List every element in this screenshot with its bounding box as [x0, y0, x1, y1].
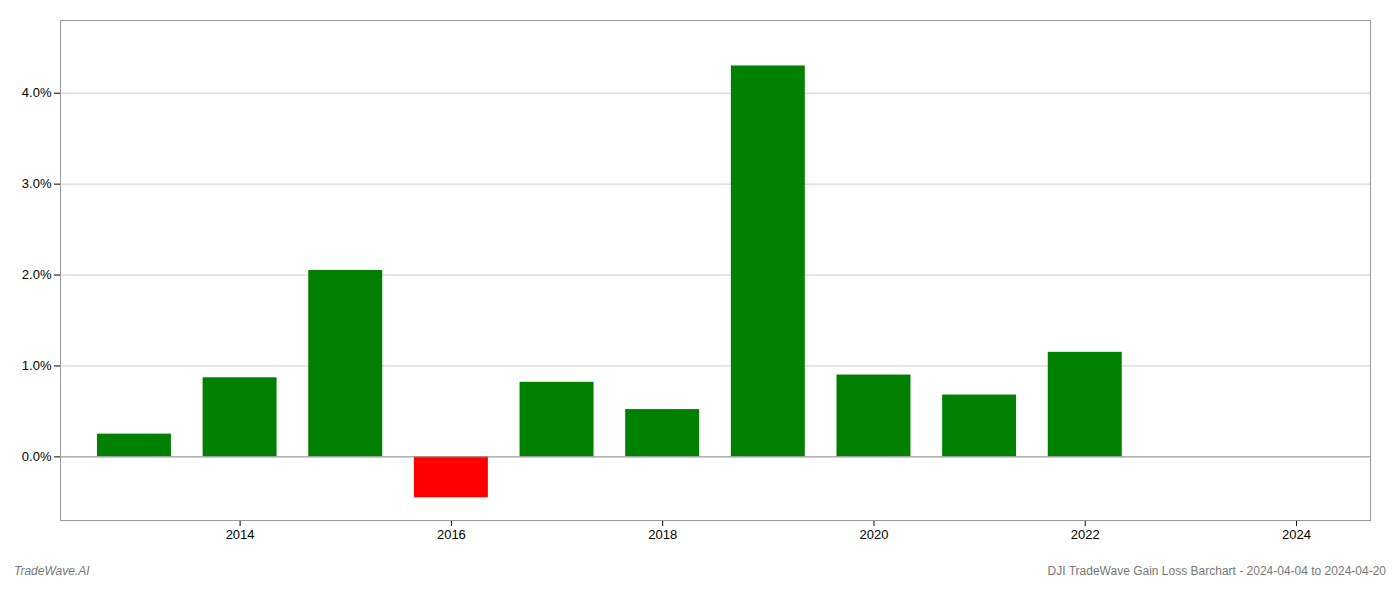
svg-text:2.0%: 2.0% — [22, 267, 52, 282]
svg-text:2018: 2018 — [648, 527, 677, 542]
svg-text:3.0%: 3.0% — [22, 176, 52, 191]
svg-text:2014: 2014 — [226, 527, 255, 542]
svg-text:2020: 2020 — [860, 527, 889, 542]
svg-text:1.0%: 1.0% — [22, 358, 52, 373]
html-text:TradeWave.AI: TradeWave.AI — [14, 564, 90, 578]
html-text:DJI TradeWave Gain Loss Barcha: DJI TradeWave Gain Loss Barchart - 2024-… — [1047, 564, 1386, 578]
svg-text:2016: 2016 — [437, 527, 466, 542]
svg-text:0.0%: 0.0% — [22, 449, 52, 464]
svg-text:2024: 2024 — [1282, 527, 1311, 542]
svg-text:2022: 2022 — [1071, 527, 1100, 542]
svg-text:4.0%: 4.0% — [22, 85, 52, 100]
